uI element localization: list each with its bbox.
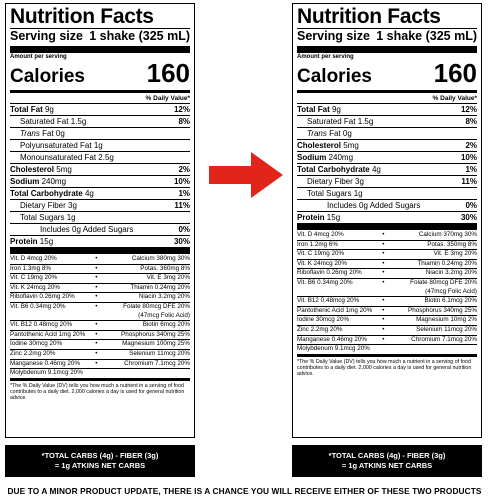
nutrient-row: Sodium 240mg 10% [10, 175, 190, 186]
label-title: Nutrition Facts [297, 5, 441, 28]
vitamin-row: Vit. D 4mcg 20% • Calcium 370mg 30% [297, 231, 477, 238]
vitamin-row: Zinc 2.2mg 20% • Selenium 11mcg 20% [297, 324, 477, 333]
net-carbs-line2: = 1g ATKINS NET CARBS [341, 461, 433, 470]
vitamin-row: Manganese 0.46mg 20% • Chromium 7.1mcg 20% [297, 334, 477, 343]
right-arrow-icon [205, 148, 287, 202]
vitamin-row: Iodine 30mcg 20% • Magnesium 100mg 25% [10, 339, 190, 348]
vitamin-row: Zinc 2.2mg 20% • Selenium 11mcg 20% [10, 348, 190, 357]
net-carbs-line2: = 1g ATKINS NET CARBS [54, 461, 146, 470]
nutrient-row: Total Carbohydrate 4g 1% [10, 187, 190, 198]
nutrition-label-old: Nutrition Facts Serving size 1 shake (32… [5, 3, 195, 438]
daily-value-footnote: *The % Daily Value (DV) tells you how mu… [10, 382, 185, 402]
calories-value: 160 [433, 58, 477, 88]
nutrient-row: Total Sugars 1g [10, 211, 190, 223]
serving-size-row: Serving size 1 shake (325 mL) [297, 29, 477, 44]
nutrient-row: Dietary Fiber 3g 11% [297, 175, 477, 187]
serving-size-value: 1 shake (325 mL) [376, 29, 477, 43]
vitamin-row: Vit. D 4mcg 20% • Calcium 380mg 30% [10, 255, 190, 262]
nutrient-row: Cholesterol 5mg 2% [10, 163, 190, 174]
calories-label: Calories [10, 66, 85, 87]
vitamin-row: Pantothenic Acid 1mg 20% • Phosphorus 340m… [297, 305, 477, 314]
vitamin-row: Pantothenic Acid 1mg 20% • Phosphorus 340m… [10, 329, 190, 338]
nutrient-row: Trans Fat 0g [10, 127, 190, 139]
amount-per-serving: Amount per serving [10, 54, 67, 60]
vitamin-mineral-grid: Vit. D 4mcg 20% • Calcium 370mg 30% Iron 1… [297, 231, 477, 354]
product-update-notice: DUE TO A MINOR PRODUCT UPDATE, THERE IS … [7, 486, 482, 496]
nutrient-row: Protein 15g 30% [297, 211, 477, 222]
nutrient-row: Sodium 240mg 10% [297, 151, 477, 162]
calories-row: Calories 160 [10, 58, 190, 89]
vitamin-row: Molybdenum 9.1mcg 20% [10, 368, 190, 378]
daily-value-header: % Daily Value* [432, 95, 477, 102]
vitamin-row: Vit. C 19mg 20% • Vit. E 3mg 20% [297, 249, 477, 258]
nutrient-row: Total Fat 9g 12% [10, 103, 190, 114]
nutrient-row: Polyunsaturated Fat 1g [10, 139, 190, 151]
nutrient-row: Dietary Fiber 3g 11% [10, 199, 190, 211]
nutrient-row: Trans Fat 0g [297, 127, 477, 139]
serving-size-row: Serving size 1 shake (325 mL) [10, 29, 190, 44]
net-carbs-banner: *TOTAL CARBS (4g) - FIBER (3g) = 1g ATKI… [5, 445, 195, 477]
nutrient-row: Total Carbohydrate 4g 1% [297, 163, 477, 174]
vitamin-row: Riboflavin 0.26mg 20% • Niacin 3.2mg 20% [10, 292, 190, 301]
vitamin-row: (47mcg Folic Acid) [138, 311, 190, 319]
vitamin-row: Vit. B6 0.34mg 20% • Folate 80mcg DFE 20% [297, 277, 477, 286]
vitamin-row: Molybdenum 9.1mcg 20% [297, 344, 477, 354]
nutrient-row: Total Fat 9g 12% [297, 103, 477, 114]
vitamin-row: Vit. B12 0.48mcg 20% • Biotin 6.1mcg 20% [297, 296, 477, 305]
nutrient-row: Includes 0g Added Sugars 0% [10, 223, 190, 235]
calories-row: Calories 160 [297, 58, 477, 89]
serving-size-label: Serving size [10, 29, 83, 43]
nutrient-row: Protein 15g 30% [10, 235, 190, 246]
vitamin-row: Manganese 0.46mg 20% • Chromium 7.1mcg 20% [10, 358, 190, 367]
nutrition-label-new: Nutrition Facts Serving size 1 shake (32… [292, 3, 482, 438]
daily-value-header: % Daily Value* [145, 95, 190, 102]
label-title: Nutrition Facts [10, 5, 154, 28]
nutrient-row: Cholesterol 5mg 2% [297, 139, 477, 150]
calories-label: Calories [297, 66, 372, 87]
nutrient-row: Saturated Fat 1.5g 8% [297, 115, 477, 127]
vitamin-row: Iodine 30mcg 20% • Magnesium 10mg 2% [297, 315, 477, 324]
vitamin-row: Vit. K 24mcg 20% • Thiamin 0.24mg 20% [10, 282, 190, 291]
nutrient-row: Total Sugars 1g [297, 187, 477, 199]
serving-size-value: 1 shake (325 mL) [89, 29, 190, 43]
serving-size-label: Serving size [297, 29, 370, 43]
vitamin-row: (47mcg Folic Acid) [425, 287, 477, 295]
nutrient-row: Monounsaturated Fat 2.5g [10, 151, 190, 163]
net-carbs-line1: *TOTAL CARBS (4g) - FIBER (3g) [41, 451, 159, 460]
vitamin-row: Iron 1.3mg 8% • Potas. 360mg 8% [10, 263, 190, 272]
vitamin-mineral-grid: Vit. D 4mcg 20% • Calcium 380mg 30% Iron 1… [10, 255, 190, 378]
vitamin-row: Vit. C 19mg 20% • Vit. E 3mg 20% [10, 273, 190, 282]
net-carbs-banner: *TOTAL CARBS (4g) - FIBER (3g) = 1g ATKI… [292, 445, 482, 477]
net-carbs-line1: *TOTAL CARBS (4g) - FIBER (3g) [328, 451, 446, 460]
vitamin-row: Iron 1.2mg 6% • Potas. 350mg 8% [297, 239, 477, 248]
daily-value-footnote: *The % Daily Value (DV) tells you how mu… [297, 358, 472, 378]
calories-value: 160 [146, 58, 190, 88]
vitamin-row: Vit. B12 0.48mcg 20% • Biotin 6mcg 20% [10, 320, 190, 329]
vitamin-row: Riboflavin 0.26mg 20% • Niacin 3.2mg 20% [297, 268, 477, 277]
amount-per-serving: Amount per serving [297, 54, 354, 60]
nutrient-row: Saturated Fat 1.5g 8% [10, 115, 190, 127]
nutrient-row: Includes 0g Added Sugars 0% [297, 199, 477, 211]
vitamin-row: Vit. B6 0.34mg 20% • Folate 80mcg DFE 20% [10, 301, 190, 310]
vitamin-row: Vit. K 24mcg 20% • Thiamin 0.24mg 20% [297, 258, 477, 267]
